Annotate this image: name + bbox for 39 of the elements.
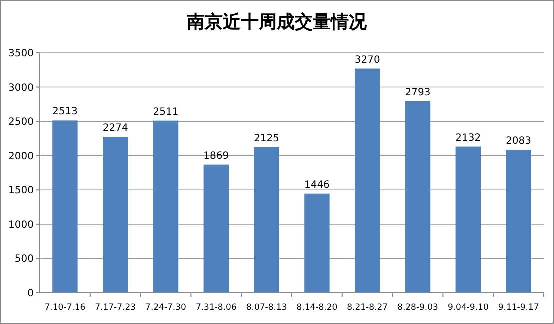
data-label: 2132	[456, 132, 482, 144]
data-label: 2793	[405, 87, 431, 98]
data-label: 1869	[204, 150, 230, 162]
x-tick-label: 7.31-8.06	[196, 303, 237, 313]
x-tick-label: 9.11-9.17	[498, 303, 540, 313]
y-tick-label: 3500	[8, 48, 34, 60]
bar	[52, 120, 78, 293]
x-tick-label: 9.04-9.10	[448, 303, 489, 313]
data-label: 2274	[102, 123, 128, 134]
x-tick-label: 8.28-9.03	[398, 303, 438, 313]
y-tick-label: 500	[14, 254, 34, 266]
x-tick-label: 8.07-8.13	[246, 303, 288, 313]
y-tick-label: 0	[28, 288, 34, 300]
x-tick-label: 7.17-7.23	[95, 303, 136, 313]
data-label: 2125	[254, 133, 280, 144]
x-tick-label: 7.24-7.30	[146, 303, 186, 313]
x-tick-label: 8.21-8.27	[347, 303, 388, 313]
chart-title: 南京近十周成交量情况	[186, 12, 368, 33]
y-tick-label: 2500	[8, 117, 34, 128]
data-label: 3270	[354, 54, 380, 66]
bar	[506, 150, 532, 293]
y-tick-label: 3000	[8, 82, 34, 94]
data-label: 2083	[506, 136, 532, 148]
data-label: 2511	[153, 106, 179, 118]
data-label: 2513	[52, 106, 78, 118]
y-tick-label: 2000	[8, 151, 34, 162]
bar	[103, 137, 128, 293]
bar	[254, 147, 280, 293]
x-tick-label: 7.10-7.16	[44, 303, 86, 313]
bar	[456, 146, 481, 293]
x-tick-label: 8.14-8.20	[296, 303, 338, 313]
bar	[153, 120, 179, 293]
y-tick-label: 1000	[8, 220, 34, 231]
bar	[204, 164, 229, 293]
bar	[355, 68, 380, 293]
y-tick-label: 1500	[8, 186, 34, 197]
bar	[304, 194, 330, 293]
data-label: 1446	[304, 180, 330, 191]
bar	[405, 101, 431, 293]
